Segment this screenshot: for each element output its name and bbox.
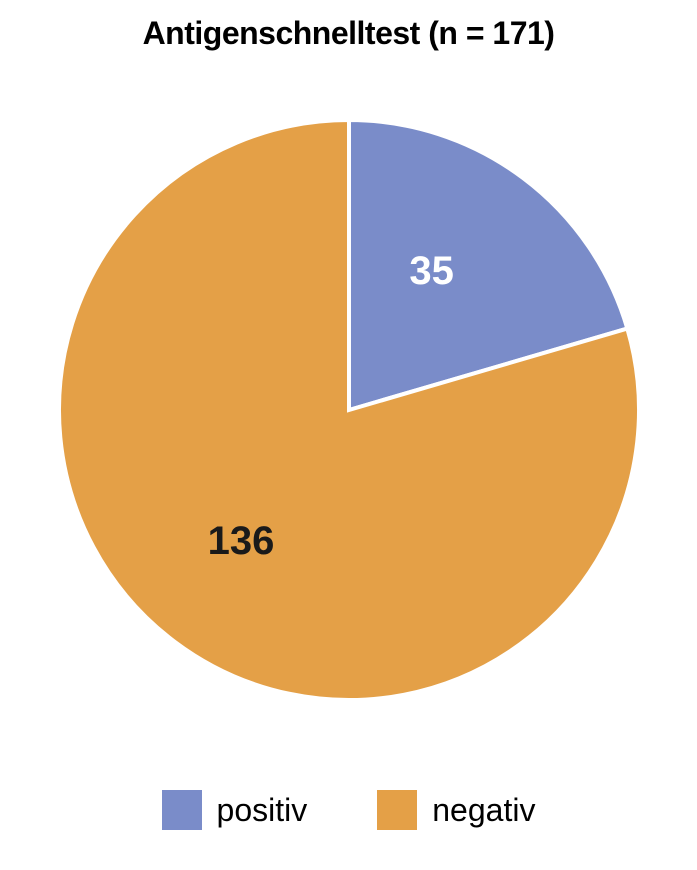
legend-swatch-negativ xyxy=(377,790,417,830)
legend-item-positiv: positiv xyxy=(162,790,308,830)
legend-swatch-positiv xyxy=(162,790,202,830)
pie-svg xyxy=(49,110,649,710)
legend-label-negativ: negativ xyxy=(432,792,535,829)
legend-item-negativ: negativ xyxy=(377,790,535,830)
chart-title: Antigenschnelltest (n = 171) xyxy=(0,15,697,52)
pie-chart: 35136 xyxy=(49,110,649,710)
legend: positiv negativ xyxy=(0,790,697,830)
legend-label-positiv: positiv xyxy=(217,792,308,829)
pie-chart-container: Antigenschnelltest (n = 171) 35136 posit… xyxy=(0,0,697,870)
